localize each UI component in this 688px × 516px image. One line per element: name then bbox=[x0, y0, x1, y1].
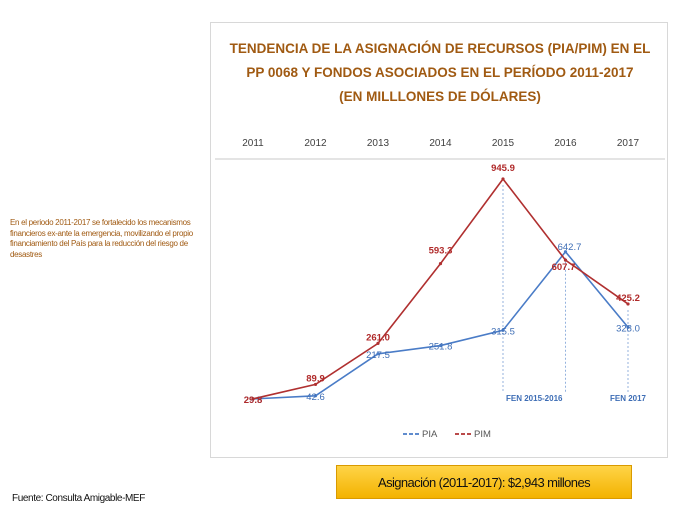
source-note: Fuente: Consulta Amigable-MEF bbox=[12, 493, 145, 504]
point-pia-2016 bbox=[563, 250, 568, 254]
point-pim-2016 bbox=[563, 258, 568, 262]
value-label-pia-2016: 642.7 bbox=[558, 242, 582, 253]
value-label-pia-2013: 217.5 bbox=[366, 350, 390, 361]
year-label-2016: 2016 bbox=[554, 138, 577, 149]
value-label-pia-2015: 315.5 bbox=[491, 326, 515, 337]
chart-title-line-2: PP 0068 Y FONDOS ASOCIADOS EN EL PERÍODO… bbox=[246, 65, 633, 80]
year-label-2017: 2017 bbox=[617, 138, 640, 149]
value-label-pim-2011: 29.8 bbox=[244, 395, 263, 406]
year-label-2012: 2012 bbox=[304, 138, 327, 149]
point-pim-2015 bbox=[501, 177, 505, 181]
value-label-pim-2014: 593.3 bbox=[429, 246, 453, 257]
chart-panel: TENDENCIA DE LA ASIGNACIÓN DE RECURSOS (… bbox=[210, 22, 668, 458]
year-label-2013: 2013 bbox=[367, 138, 390, 149]
trend-line-chart: TENDENCIA DE LA ASIGNACIÓN DE RECURSOS (… bbox=[215, 41, 665, 440]
point-pia-2015 bbox=[501, 328, 505, 332]
value-label-pia-2017: 328.0 bbox=[616, 323, 640, 334]
legend: PIA PIM bbox=[403, 429, 491, 440]
point-pia-2013 bbox=[376, 352, 380, 356]
side-note: En el periodo 2011-2017 se fortalecido l… bbox=[10, 218, 193, 259]
summary-banner: Asignación (2011-2017): $2,943 millones bbox=[336, 465, 632, 499]
value-label-pim-2017: 425.2 bbox=[616, 293, 640, 304]
summary-text: Asignación (2011-2017): $2,943 millones bbox=[378, 474, 591, 490]
value-label-pim-2015: 945.9 bbox=[491, 163, 515, 174]
value-label-pia-2012: 42.6 bbox=[306, 392, 325, 403]
year-label-2014: 2014 bbox=[429, 138, 452, 149]
annotation-label-1: FEN 2015-2016 bbox=[506, 394, 563, 403]
year-axis: 2011 2012 2013 2014 2015 2016 2017 bbox=[242, 138, 639, 149]
legend-label-pia: PIA bbox=[422, 429, 438, 440]
point-pim-2012 bbox=[313, 382, 318, 387]
value-label-pia-2011: 29.5 bbox=[244, 395, 263, 406]
chart-title: TENDENCIA DE LA ASIGNACIÓN DE RECURSOS (… bbox=[230, 41, 651, 104]
point-pim-2014 bbox=[438, 262, 443, 266]
year-label-2015: 2015 bbox=[492, 138, 515, 149]
data-labels: 29.5 42.6 217.5 251.8 315.5 642.7 328.0 29.8 89.… bbox=[244, 163, 640, 406]
point-pia-2012 bbox=[313, 394, 318, 398]
chart-title-line-3: (EN MILLLONES DE DÓLARES) bbox=[339, 89, 541, 104]
annotation-label-2: FEN 2017 bbox=[610, 394, 647, 403]
point-pia-2017 bbox=[626, 325, 630, 329]
point-pia-2014 bbox=[438, 343, 443, 348]
annotations: FEN 2015-2016 FEN 2017 bbox=[502, 184, 647, 403]
value-label-pim-2013: 261.0 bbox=[366, 332, 390, 343]
point-pim-2011 bbox=[251, 397, 255, 401]
year-label-2011: 2011 bbox=[242, 138, 264, 149]
value-label-pim-2016: 607.7 bbox=[552, 262, 576, 273]
series-line-pim bbox=[252, 177, 629, 400]
value-label-pim-2012: 89.9 bbox=[306, 373, 325, 384]
series-lines bbox=[251, 177, 630, 401]
legend-label-pim: PIM bbox=[474, 429, 491, 440]
value-label-pia-2014: 251.8 bbox=[429, 342, 453, 353]
point-pim-2013 bbox=[376, 341, 380, 345]
point-pim-2017 bbox=[626, 302, 630, 306]
chart-title-line-1: TENDENCIA DE LA ASIGNACIÓN DE RECURSOS (… bbox=[230, 41, 651, 56]
